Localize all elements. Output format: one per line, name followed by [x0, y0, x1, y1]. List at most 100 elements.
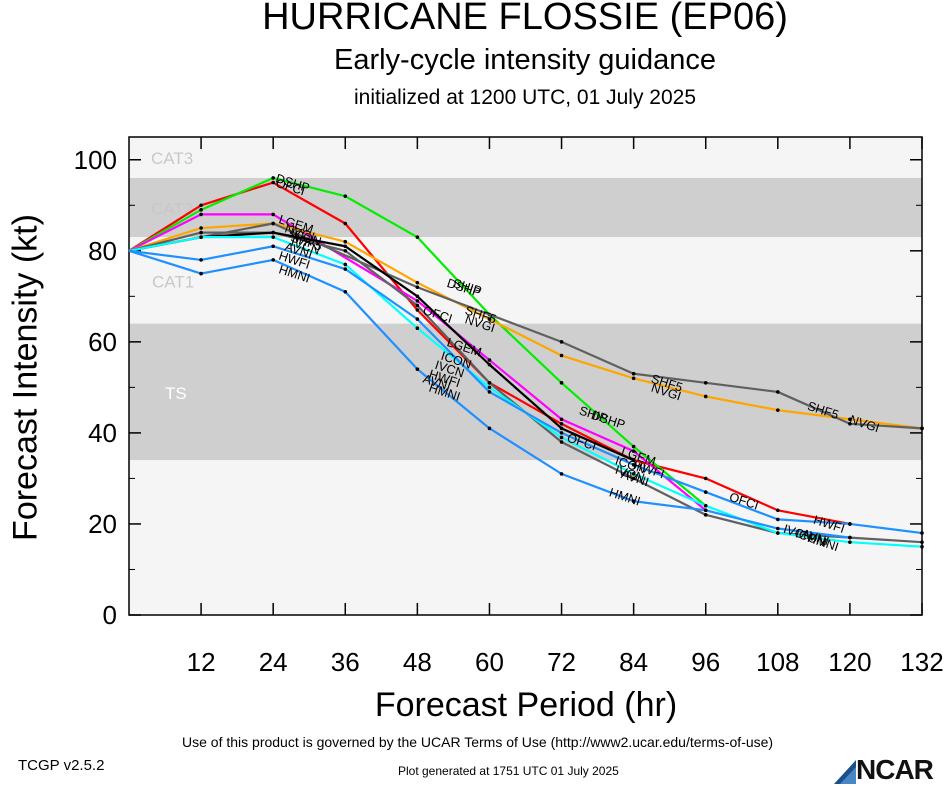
series-point — [199, 271, 203, 276]
series-point — [776, 531, 780, 535]
y-tick-label: 80 — [88, 236, 117, 266]
series-point — [271, 180, 275, 185]
series-line-8 — [128, 245, 923, 535]
band-label-cat1: CAT1 — [152, 272, 194, 291]
series-point — [415, 317, 420, 321]
series-point — [271, 212, 275, 217]
series-point — [776, 508, 780, 513]
series-point — [703, 503, 708, 508]
series-point — [631, 444, 636, 449]
x-tick-label: 96 — [691, 647, 720, 677]
series-point — [271, 244, 275, 249]
x-tick-label: 60 — [475, 647, 504, 677]
series-point — [631, 499, 636, 503]
series-point — [848, 522, 852, 526]
initialized-text: initialized at 1200 UTC, 01 July 2025 — [353, 86, 697, 109]
intensity-bands: CAT3 CAT2 CAT1 TS — [129, 137, 922, 615]
series-point — [559, 417, 564, 422]
series-line-3 — [128, 222, 923, 430]
series-point — [559, 431, 564, 435]
series-point — [199, 235, 203, 239]
series-point — [199, 226, 203, 230]
ncar-logo: NCAR — [834, 754, 934, 786]
y-tick-label: 20 — [88, 509, 117, 539]
series-point — [559, 435, 564, 440]
series-point — [920, 531, 924, 535]
terms-of-use-text: Use of this product is governed by the U… — [182, 734, 774, 750]
series-point — [920, 540, 924, 544]
series-point — [199, 203, 203, 208]
series-point — [703, 476, 708, 481]
y-tick-label: 100 — [74, 145, 117, 175]
chart-axes: 0 20 40 60 80 100 12 24 36 48 60 72 84 96 108 120 132 — [74, 136, 944, 677]
series-point — [199, 230, 203, 235]
series-point — [415, 303, 420, 308]
band-label-cat3: CAT3 — [151, 149, 193, 168]
series-point — [920, 544, 924, 549]
generated-text: Plot generated at 1751 UTC 01 July 2025 — [398, 764, 619, 778]
series-point — [848, 535, 852, 540]
ncar-logo-text: NCAR — [856, 754, 934, 785]
series-point — [703, 394, 708, 399]
series-point — [631, 462, 636, 467]
series-point — [776, 408, 780, 412]
series-point — [703, 381, 708, 385]
x-tick-label: 24 — [259, 647, 288, 677]
x-tick-label: 120 — [828, 647, 871, 677]
series-point — [559, 426, 564, 431]
series-point — [415, 367, 420, 371]
series-point — [848, 540, 852, 544]
series-point — [415, 299, 420, 303]
series-point — [199, 212, 203, 217]
series-line-4 — [128, 222, 923, 430]
series-point — [848, 417, 852, 422]
series-point — [703, 513, 708, 517]
band-2 — [129, 237, 922, 324]
series-point — [487, 358, 492, 362]
series-point — [487, 362, 492, 367]
band-label-ts: TS — [165, 384, 187, 403]
chart-title: HURRICANE FLOSSIE (EP06) — [262, 0, 788, 38]
y-axis-label: Forecast Intensity (kt) — [6, 214, 45, 541]
series-point — [415, 308, 420, 312]
band-1 — [129, 177, 922, 238]
series-point — [920, 426, 924, 431]
x-tick-label: 36 — [331, 647, 360, 677]
version-text: TCGP v2.5.2 — [18, 757, 105, 774]
series-point — [776, 390, 780, 394]
series-point — [776, 526, 780, 531]
series-point — [631, 449, 636, 453]
series-point — [487, 385, 492, 390]
series-point — [703, 508, 708, 513]
series-point — [559, 353, 564, 358]
series-point — [559, 472, 564, 476]
series-point — [559, 440, 564, 444]
band-label-cat2: CAT2 — [151, 200, 193, 219]
series-point — [848, 422, 852, 426]
x-tick-label: 132 — [900, 647, 943, 677]
series-point — [487, 426, 492, 431]
chart-subtitle: Early-cycle intensity guidance — [333, 44, 716, 76]
y-tick-label: 60 — [88, 327, 117, 357]
series-point — [415, 235, 420, 239]
ncar-logo-icon — [834, 760, 856, 784]
x-tick-label: 108 — [756, 647, 799, 677]
x-tick-label: 72 — [547, 647, 576, 677]
series-point — [271, 221, 275, 226]
band-4 — [129, 460, 922, 615]
x-tick-label: 84 — [619, 647, 648, 677]
series-point — [776, 517, 780, 522]
series-point — [343, 262, 348, 267]
series-point — [343, 244, 348, 249]
series-point — [343, 267, 348, 271]
plot-frame — [128, 136, 923, 616]
series-point — [415, 280, 420, 285]
series-point — [271, 258, 275, 262]
x-tick-label: 12 — [187, 647, 216, 677]
series-point — [703, 490, 708, 494]
series-point — [343, 194, 348, 198]
series-point — [199, 258, 203, 262]
series-point — [199, 208, 203, 212]
series-point — [271, 230, 275, 235]
series-point — [271, 176, 275, 180]
